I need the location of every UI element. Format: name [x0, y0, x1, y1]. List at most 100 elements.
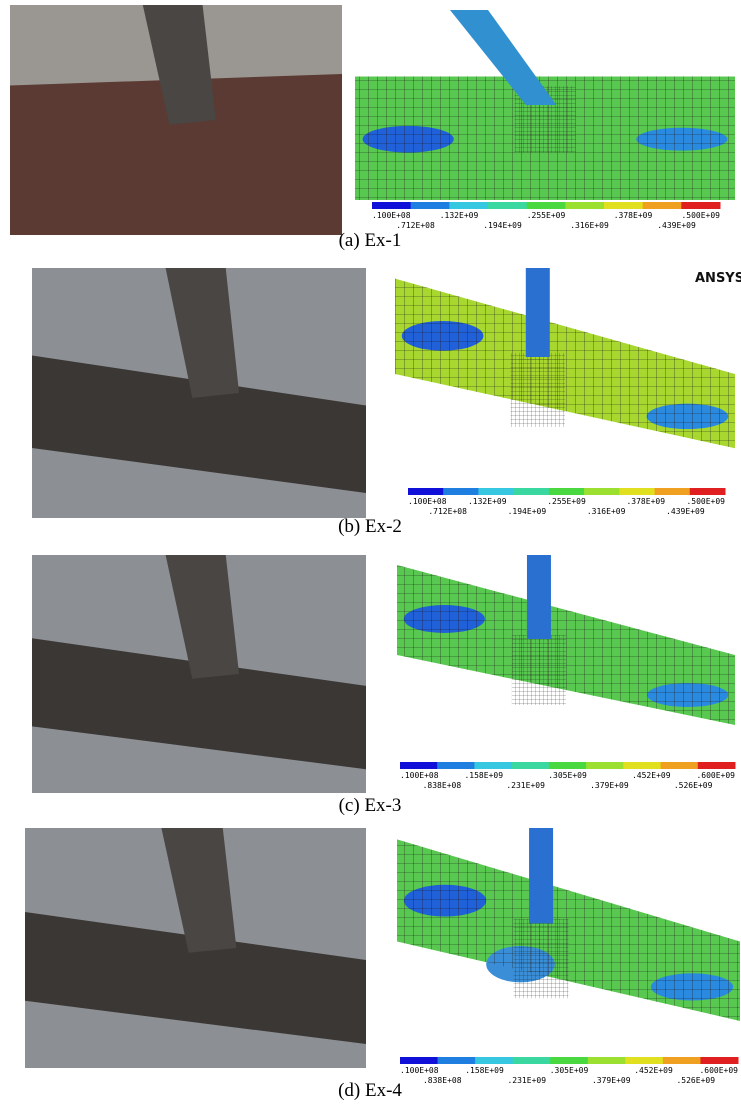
- legend-label: .600E+09: [699, 1066, 738, 1075]
- legend-label: .712E+08: [428, 507, 467, 516]
- test-photo: [32, 555, 366, 793]
- legend-band: [408, 488, 444, 495]
- caption: (d) Ex-4: [338, 1080, 402, 1101]
- watermark: ANSYS: [695, 271, 741, 286]
- member: [527, 555, 551, 639]
- panel: .100E+08.712E+08 .132E+09 .194E+09 .255E+09…: [10, 5, 735, 251]
- panel: .100E+08.838E+08.158E+09.231E+09.305E+09…: [32, 555, 736, 816]
- legend-band: [514, 488, 550, 495]
- legend-label: .500E+09: [686, 497, 725, 506]
- legend-band: [565, 202, 604, 209]
- legend-label: .378E+09: [614, 211, 653, 220]
- test-photo: [25, 828, 366, 1068]
- color-legend: .100E+08.712E+08.132E+09.194E+09.255E+09…: [408, 488, 726, 516]
- legend-label: .158E+09: [464, 771, 503, 780]
- legend-band: [372, 202, 411, 209]
- legend-label: .439E+09: [657, 221, 696, 230]
- legend-label: .100E+08: [400, 1066, 439, 1075]
- figure: .100E+08.712E+08.132E+09.194E+09.255E+09…: [0, 0, 741, 1106]
- legend-label: .712E+08: [396, 221, 435, 230]
- legend-label: .194E+09: [483, 221, 522, 230]
- legend-label: .500E+09: [681, 211, 720, 220]
- legend-band: [400, 762, 438, 769]
- member: [526, 268, 550, 357]
- legend-label: .379E+09: [590, 781, 629, 790]
- legend-band: [488, 202, 527, 209]
- panel: .100E+08.838E+08.158E+09.231E+09 .305E+09…: [25, 828, 740, 1101]
- color-legend: .100E+08.838E+08.158E+09.231E+09.305E+09…: [400, 762, 736, 790]
- legend-label: .452E+09: [634, 1066, 673, 1075]
- legend-band: [400, 1057, 438, 1064]
- legend-band: [655, 488, 691, 495]
- legend-label: .158E+09: [465, 1066, 504, 1075]
- legend-label: .255E+09: [547, 497, 586, 506]
- color-legend: .100E+08.838E+08.158E+09.231E+09 .305E+09…: [400, 1057, 739, 1085]
- legend-band: [474, 762, 512, 769]
- legend-band: [478, 488, 514, 495]
- legend-label: .100E+08: [408, 497, 447, 506]
- legend-band: [586, 762, 624, 769]
- legend-band: [661, 762, 699, 769]
- caption: (a) Ex-1: [339, 230, 402, 251]
- legend-label: .600E+09: [696, 771, 735, 780]
- panel: ANSYS .100E+08.712E+08.132E+09.194E+09.25…: [32, 268, 741, 537]
- legend-band: [584, 488, 620, 495]
- legend-label: .100E+08: [372, 211, 411, 220]
- legend-band: [550, 1057, 588, 1064]
- legend-label: .132E+09: [440, 211, 479, 220]
- legend-band: [549, 762, 587, 769]
- legend-label: .439E+09: [666, 507, 705, 516]
- legend-label: .316E+09: [587, 507, 626, 516]
- legend-label: .838E+08: [423, 1076, 462, 1085]
- legend-label: .100E+08: [400, 771, 439, 780]
- legend-label: .526E+09: [676, 1076, 715, 1085]
- member: [529, 828, 553, 923]
- color-legend: .100E+08.712E+08 .132E+09 .194E+09 .255E+09…: [372, 202, 721, 230]
- legend-label: .378E+09: [626, 497, 665, 506]
- legend-label: .194E+09: [508, 507, 547, 516]
- legend-band: [625, 1057, 663, 1064]
- legend-band: [619, 488, 655, 495]
- legend-label: .305E+09: [548, 771, 587, 780]
- legend-label: .231E+09: [507, 1076, 546, 1085]
- legend-band: [475, 1057, 513, 1064]
- legend-band: [443, 488, 479, 495]
- legend-band: [681, 202, 720, 209]
- legend-band: [438, 1057, 476, 1064]
- fea-contour: [355, 10, 735, 200]
- test-photo: [10, 5, 342, 235]
- legend-label: .132E+09: [468, 497, 507, 506]
- legend-label: .379E+09: [592, 1076, 631, 1085]
- joint-mesh: [514, 919, 569, 998]
- legend-label: .838E+08: [423, 781, 462, 790]
- legend-label: .526E+09: [674, 781, 713, 790]
- test-photo: [32, 268, 366, 518]
- legend-band: [437, 762, 475, 769]
- legend-band: [513, 1057, 551, 1064]
- legend-band: [527, 202, 566, 209]
- fea-contour: ANSYS: [395, 268, 741, 448]
- caption: (b) Ex-2: [338, 516, 402, 537]
- joint-mesh: [511, 353, 565, 427]
- fea-contour: [397, 828, 740, 1021]
- legend-band: [698, 762, 736, 769]
- legend-band: [411, 202, 450, 209]
- caption: (c) Ex-3: [339, 795, 402, 816]
- legend-band: [604, 202, 643, 209]
- joint-mesh: [512, 635, 566, 705]
- legend-band: [690, 488, 726, 495]
- legend-band: [700, 1057, 738, 1064]
- legend-band: [643, 202, 682, 209]
- legend-band: [588, 1057, 626, 1064]
- legend-band: [663, 1057, 701, 1064]
- legend-label: .452E+09: [632, 771, 671, 780]
- legend-band: [512, 762, 550, 769]
- legend-label: .231E+09: [506, 781, 545, 790]
- fea-contour: [397, 555, 735, 725]
- legend-label: .305E+09: [550, 1066, 589, 1075]
- legend-label: .316E+09: [570, 221, 609, 230]
- legend-band: [449, 202, 488, 209]
- legend-band: [549, 488, 585, 495]
- legend-label: .255E+09: [527, 211, 566, 220]
- legend-band: [623, 762, 661, 769]
